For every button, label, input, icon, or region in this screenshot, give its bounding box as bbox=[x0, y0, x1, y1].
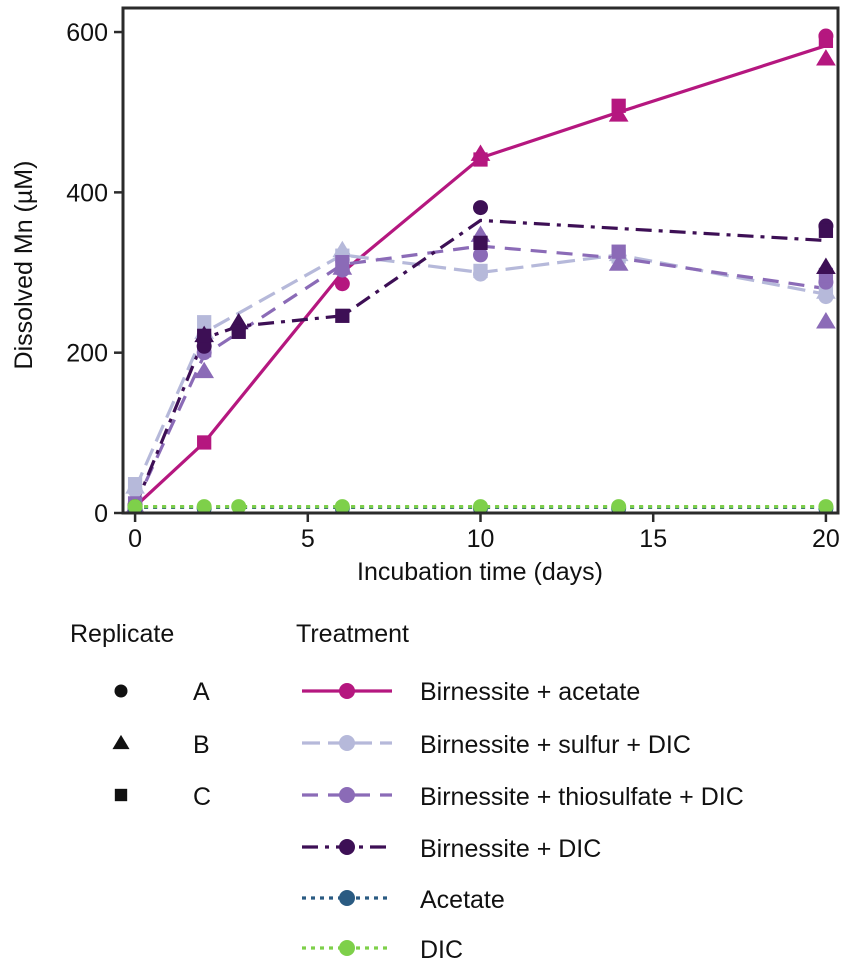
data-point-1-c bbox=[611, 98, 626, 113]
data-point-6-a bbox=[196, 499, 212, 513]
data-point-6-a bbox=[611, 499, 627, 513]
x-tick-label: 10 bbox=[467, 525, 495, 553]
data-point-3-b bbox=[608, 254, 629, 271]
legend-replicate-marker-a bbox=[114, 684, 128, 698]
legend-treatment-label: Birnessite + sulfur + DIC bbox=[420, 731, 691, 759]
data-point-3-c bbox=[611, 244, 626, 259]
data-point-6-a bbox=[473, 499, 488, 513]
data-point-1-c bbox=[197, 435, 212, 450]
data-point-2-c bbox=[197, 315, 212, 330]
x-axis-label: Incubation time (days) bbox=[357, 558, 603, 586]
data-point-4-a bbox=[473, 200, 488, 216]
data-point-1-c bbox=[473, 152, 488, 167]
legend-replicate-label: C bbox=[193, 783, 211, 811]
series-line-1 bbox=[134, 44, 827, 508]
y-axis-label: Dissolved Mn (µM) bbox=[10, 161, 38, 370]
data-point-2-c bbox=[473, 263, 488, 279]
legend-replicate-title: Replicate bbox=[70, 620, 174, 648]
data-point-4-c bbox=[473, 235, 488, 250]
y-tick-label: 200 bbox=[66, 340, 108, 368]
y-tick-label: 600 bbox=[66, 19, 108, 47]
legend-treatment-label: Birnessite + acetate bbox=[420, 678, 640, 706]
series-line-2 bbox=[133, 253, 827, 490]
series-line-3 bbox=[133, 244, 827, 506]
legend-marker-4 bbox=[339, 839, 355, 855]
legend-treatment-label: Birnessite + DIC bbox=[420, 835, 601, 863]
legend-treatment-title: Treatment bbox=[296, 620, 409, 648]
legend-marker-5 bbox=[339, 890, 355, 906]
data-point-3-b bbox=[816, 312, 836, 329]
data-point-6-a bbox=[231, 499, 247, 513]
data-point-1-c bbox=[818, 33, 834, 48]
series-line-4 bbox=[133, 218, 826, 508]
legend-replicate-label: A bbox=[193, 678, 210, 706]
data-point-6-a bbox=[334, 499, 350, 513]
data-point-1-a bbox=[334, 276, 350, 292]
legend-marker-6 bbox=[339, 940, 355, 956]
data-point-6-a bbox=[127, 499, 143, 513]
x-tick-label: 15 bbox=[639, 525, 667, 553]
data-point-4-c bbox=[231, 324, 246, 339]
data-point-1-b bbox=[816, 49, 836, 66]
x-tick-label: 20 bbox=[812, 525, 840, 553]
data-point-3-c bbox=[335, 254, 350, 270]
legend-marker-2 bbox=[339, 735, 355, 751]
data-point-3-a bbox=[473, 247, 488, 263]
y-tick-label: 0 bbox=[94, 500, 108, 528]
legend-treatment-label: Birnessite + thiosulfate + DIC bbox=[420, 783, 744, 811]
data-point-4-b bbox=[816, 257, 836, 274]
series-layer bbox=[125, 28, 836, 513]
legend-replicate-marker-c bbox=[114, 788, 128, 802]
data-point-2-c bbox=[127, 477, 143, 492]
x-tick-label: 5 bbox=[301, 525, 315, 553]
legend-replicate-marker-b bbox=[112, 734, 130, 750]
legend-marker-1 bbox=[339, 683, 355, 699]
legend-replicate-label: B bbox=[193, 731, 210, 759]
data-point-1-b bbox=[608, 105, 629, 122]
y-tick-label: 400 bbox=[66, 179, 108, 207]
data-point-4-c bbox=[335, 308, 350, 323]
legend-treatment-label: Acetate bbox=[420, 886, 505, 914]
data-point-4-c bbox=[818, 223, 834, 238]
data-point-4-c bbox=[197, 328, 212, 343]
x-tick-label: 0 bbox=[128, 525, 142, 553]
data-point-6-a bbox=[818, 499, 834, 513]
legend bbox=[112, 683, 392, 956]
legend-marker-3 bbox=[339, 787, 355, 803]
legend-treatment-label: DIC bbox=[420, 936, 463, 964]
data-point-3-b bbox=[194, 361, 215, 379]
